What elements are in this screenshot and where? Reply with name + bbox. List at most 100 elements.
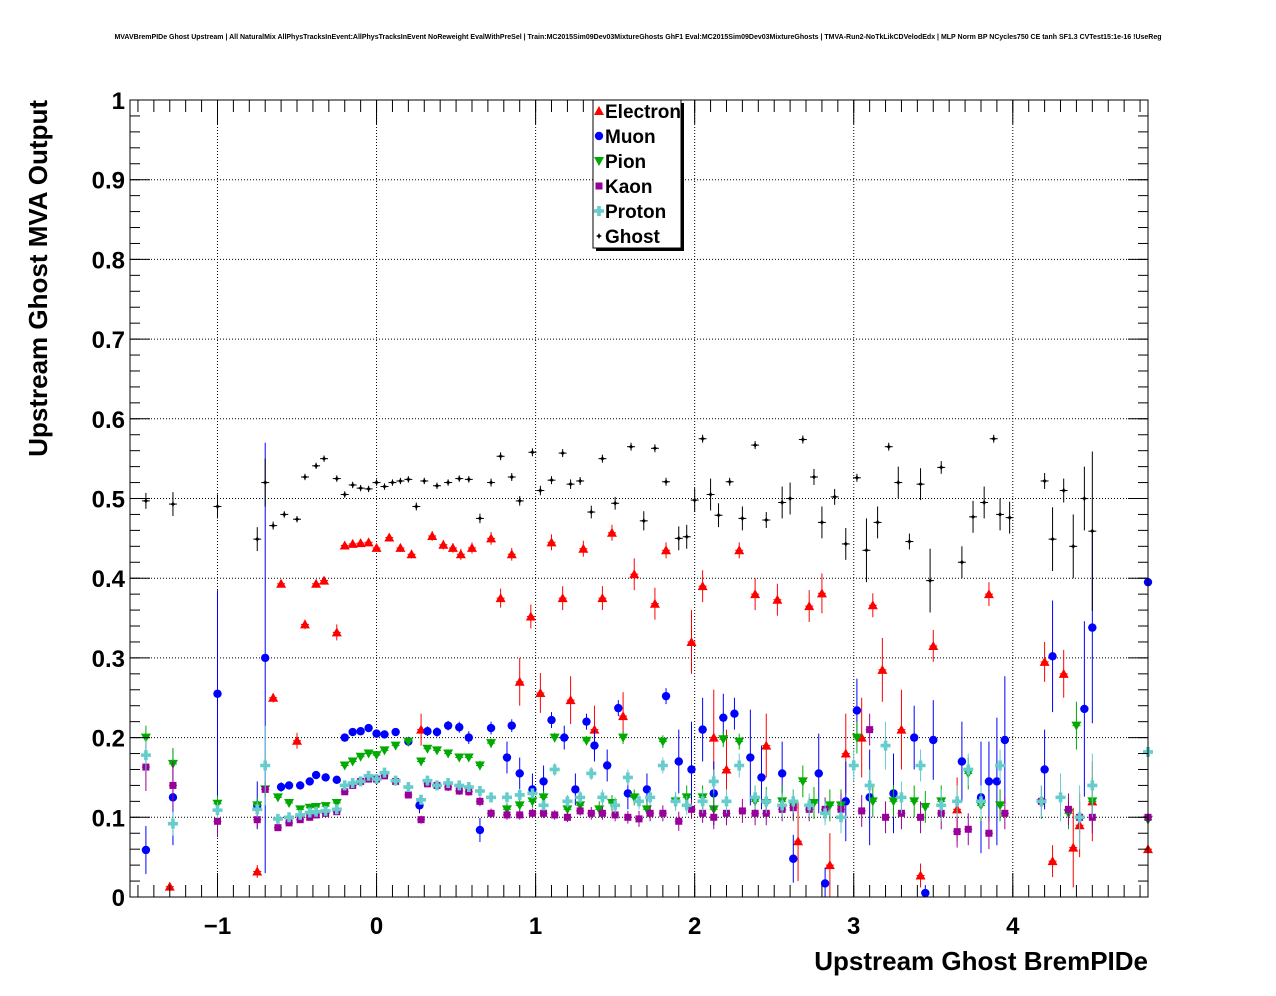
- data-point-muon: [1080, 704, 1089, 714]
- data-point-electron: [299, 619, 310, 629]
- data-point-muon: [687, 765, 696, 774]
- data-point-electron: [867, 600, 878, 610]
- data-point-muon: [1040, 765, 1049, 774]
- data-point-proton: [761, 796, 772, 807]
- data-point-muon: [539, 777, 548, 786]
- data-point-pion: [718, 735, 729, 745]
- y-tick-label: 0.5: [92, 487, 125, 514]
- data-point-ghost: [567, 481, 574, 488]
- data-point-electron: [395, 542, 406, 552]
- data-point-ghost: [763, 517, 770, 524]
- data-point-ghost: [548, 477, 555, 484]
- data-point-electron: [546, 537, 557, 547]
- data-point-ghost: [588, 509, 595, 516]
- data-point-pion: [581, 736, 592, 746]
- data-point-pion: [549, 733, 560, 743]
- data-point-ghost: [516, 497, 523, 504]
- data-point-pion: [920, 802, 931, 812]
- data-point-pion: [851, 733, 862, 743]
- data-point-ghost: [341, 491, 348, 498]
- data-point-electron: [1068, 842, 1079, 852]
- data-point-proton: [880, 740, 891, 751]
- data-point-ghost: [1070, 543, 1077, 550]
- data-point-ghost: [397, 477, 404, 484]
- data-point-electron: [721, 764, 732, 774]
- data-point-electron: [384, 532, 395, 542]
- data-point-electron: [708, 732, 719, 742]
- data-point-proton: [390, 775, 401, 786]
- data-point-kaon: [598, 809, 606, 817]
- data-point-pion: [501, 805, 512, 815]
- data-point-pion: [995, 801, 1006, 811]
- gridlines: [130, 100, 1148, 897]
- data-point-ghost: [707, 491, 714, 498]
- legend-label-ghost: Ghost: [605, 227, 661, 248]
- data-point-ghost: [497, 453, 504, 460]
- data-point-ghost: [927, 577, 934, 584]
- data-point-ghost: [142, 497, 149, 504]
- data-point-ghost: [465, 476, 472, 483]
- data-point-ghost: [1006, 514, 1013, 521]
- data-point-electron: [514, 676, 525, 686]
- data-point-muon: [443, 721, 453, 730]
- data-point-electron: [649, 598, 660, 608]
- data-point-muon: [547, 715, 556, 725]
- data-point-muon: [213, 689, 222, 698]
- data-point-kaon: [751, 809, 759, 817]
- data-point-electron: [292, 735, 303, 745]
- data-point-kaon: [404, 791, 412, 799]
- y-tick-label: 0.4: [92, 566, 126, 593]
- data-point-ghost: [726, 478, 733, 485]
- data-point-muon: [929, 735, 938, 745]
- data-point-pion: [339, 761, 350, 771]
- data-point-electron: [525, 611, 536, 621]
- data-point-ghost: [874, 519, 881, 526]
- data-point-electron: [427, 530, 438, 540]
- data-point-electron: [565, 695, 576, 705]
- data-point-proton: [804, 800, 815, 811]
- legend-label-kaon: Kaon: [605, 177, 653, 198]
- data-point-ghost: [421, 477, 428, 484]
- data-point-pion: [486, 739, 497, 749]
- data-point-ghost: [1049, 536, 1056, 543]
- data-point-ghost: [281, 511, 288, 518]
- legend-label-electron: Electron: [605, 102, 681, 123]
- data-point-ghost: [885, 443, 892, 450]
- data-point-electron: [877, 664, 888, 674]
- data-point-muon: [674, 757, 683, 766]
- data-point-electron: [319, 575, 330, 585]
- data-point-electron: [406, 549, 417, 559]
- series-pion: [140, 701, 1153, 836]
- y-tick-label: 0.1: [92, 805, 125, 832]
- data-point-proton: [586, 768, 597, 779]
- data-point-electron: [276, 578, 287, 588]
- data-point-muon: [957, 757, 967, 766]
- data-point-proton: [562, 796, 573, 807]
- data-point-kaon: [341, 788, 349, 796]
- data-point-electron: [896, 724, 907, 734]
- data-point-kaon: [503, 811, 511, 819]
- data-point-proton: [896, 792, 907, 803]
- data-point-kaon: [635, 815, 643, 823]
- data-point-proton: [936, 800, 947, 811]
- data-point-ghost: [294, 516, 301, 523]
- data-point-muon: [284, 781, 294, 790]
- data-point-electron: [578, 543, 589, 553]
- data-point-kaon: [551, 811, 559, 819]
- data-point-electron: [734, 545, 745, 555]
- data-point-proton: [304, 807, 315, 818]
- data-point-muon: [321, 773, 330, 782]
- data-point-muon: [1000, 735, 1010, 745]
- data-point-ghost: [739, 515, 746, 522]
- data-point-muon: [623, 789, 633, 798]
- data-point-electron: [793, 836, 804, 846]
- data-point-proton: [474, 785, 485, 796]
- data-point-electron: [816, 588, 827, 598]
- data-point-electron: [447, 542, 458, 552]
- data-point-electron: [331, 627, 342, 637]
- data-point-kaon: [285, 819, 293, 827]
- data-point-kaon: [540, 809, 548, 817]
- data-point-ghost: [640, 517, 647, 524]
- data-point-proton: [371, 774, 382, 785]
- data-point-ghost: [445, 479, 452, 486]
